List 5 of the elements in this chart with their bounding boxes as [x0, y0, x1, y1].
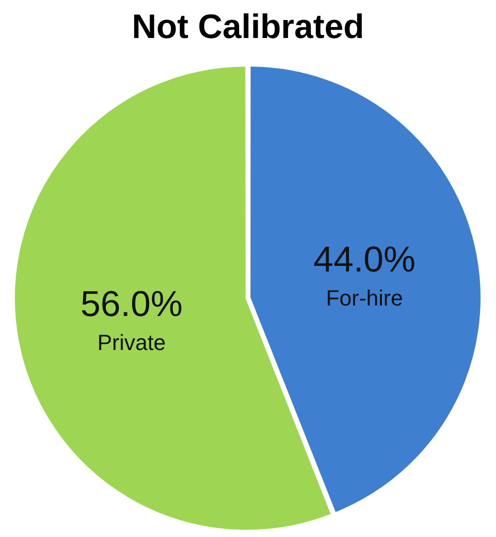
data-label: 56.0% — [80, 283, 183, 324]
chart-title: Not Calibrated — [132, 8, 364, 46]
data-label: 44.0% — [313, 238, 416, 280]
slice-label: For-hire — [326, 286, 403, 311]
slice-label: Private — [97, 330, 166, 356]
